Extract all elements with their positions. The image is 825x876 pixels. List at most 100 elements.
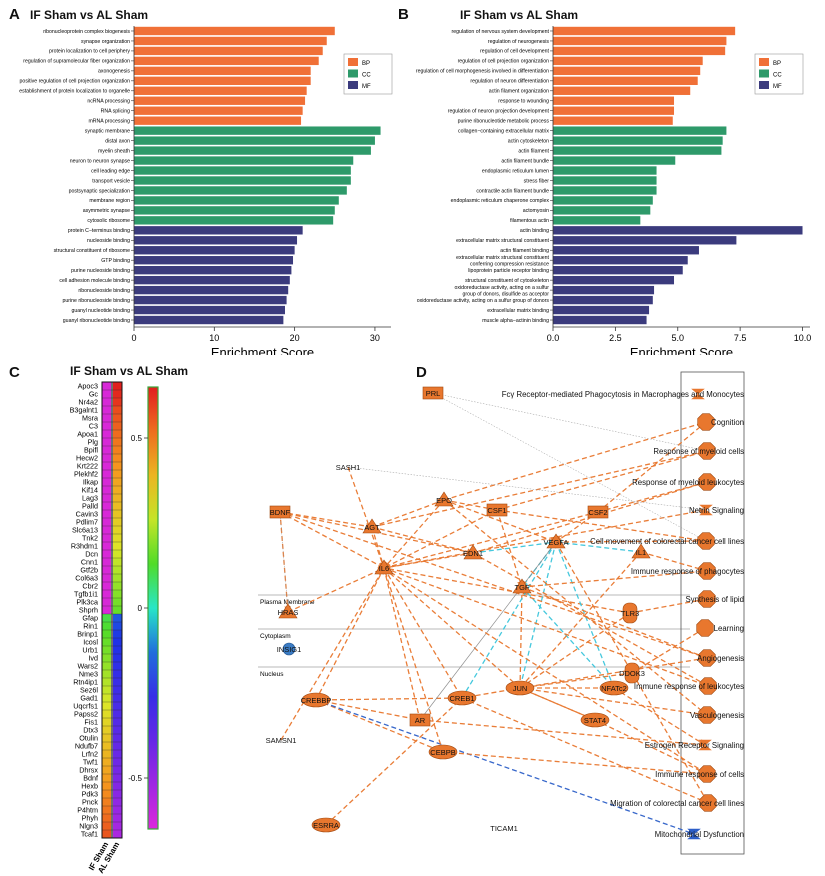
node-shape	[631, 543, 651, 559]
function-shape	[698, 442, 716, 460]
node-label: HRAS	[278, 608, 299, 617]
node-shape	[505, 680, 535, 696]
network-edge	[629, 596, 708, 614]
heatmap-cell	[102, 806, 111, 815]
network-node: STAT4	[580, 712, 610, 728]
network-edge	[472, 552, 709, 687]
bar	[134, 116, 302, 125]
panel-b-letter: B	[398, 6, 409, 23]
network-edge	[432, 392, 708, 452]
network-edge	[347, 466, 386, 569]
function-label: Cognition	[711, 418, 744, 427]
gene-label: Apoa1	[77, 430, 98, 439]
heatmap-cell	[102, 582, 111, 591]
function-label: Angiogenesis	[697, 654, 744, 663]
network-edge	[640, 551, 708, 573]
bar	[553, 86, 691, 95]
x-tick-label: 10	[209, 333, 219, 343]
bar	[134, 156, 354, 165]
node-shape	[587, 505, 609, 519]
node-label: SAMSN1	[266, 736, 297, 745]
bar-label: ribonucleoprotein complex biogenesis	[43, 29, 130, 35]
heatmap-cell	[102, 654, 111, 663]
bar-label: conferring compression resistance	[470, 261, 549, 267]
x-tick-label: 30	[370, 333, 380, 343]
gene-label: Plg	[88, 438, 98, 447]
bar	[553, 96, 675, 105]
gene-label: Uqcrfs1	[73, 702, 98, 711]
heatmap-cell	[113, 750, 122, 759]
bar-label: protein C−terminus binding	[68, 228, 130, 234]
network-edge	[371, 449, 708, 528]
network-edge	[555, 541, 709, 804]
function-label: Vasculogenesis	[690, 711, 744, 720]
bar	[553, 246, 699, 255]
node-shape	[580, 712, 610, 728]
gene-label: R3hdm1	[71, 542, 98, 551]
node-shape	[447, 690, 477, 706]
node-label: TGF	[515, 583, 530, 592]
node-label: STAT4	[584, 716, 606, 725]
node-shape	[362, 518, 382, 534]
node-shape	[463, 544, 483, 560]
heatmap-cell	[102, 694, 111, 703]
bar	[134, 146, 371, 155]
bar	[134, 305, 285, 315]
bar-label: group of donors, disulfide as acceptor	[462, 291, 549, 297]
bar	[553, 295, 653, 305]
node-label: NFATc2	[601, 684, 627, 693]
network-node: TGF	[512, 578, 532, 594]
gene-label: C3	[89, 422, 98, 431]
network-edge	[383, 567, 521, 689]
function-shape	[698, 473, 716, 491]
function-shape	[698, 562, 716, 580]
heatmap-cell	[113, 494, 122, 503]
gene-label: Rin1	[83, 622, 98, 631]
network-node: NFATc2	[599, 680, 629, 696]
gene-label: Phyh	[82, 814, 98, 823]
bar-label: protein localization to cell periphery	[49, 49, 130, 55]
heatmap-cell	[102, 758, 111, 767]
heatmap-cell	[113, 406, 122, 415]
function-shape	[696, 619, 714, 637]
network-edge	[383, 507, 707, 569]
x-tick-label: 5.0	[671, 333, 684, 343]
network-edge	[279, 511, 291, 613]
bar	[134, 106, 303, 115]
gene-label: P4htm	[77, 806, 98, 815]
heatmap-cell	[102, 734, 111, 743]
gene-label: Plekhf2	[74, 470, 98, 479]
x-tick-label: 20	[290, 333, 300, 343]
panel-a: A IF Sham vs AL Sham ribonucleoprotein c…	[0, 0, 410, 360]
bar	[553, 265, 683, 275]
node-shape	[422, 386, 444, 400]
heatmap-cell	[102, 534, 111, 543]
network-edge	[383, 565, 631, 614]
heatmap-cell	[102, 798, 111, 807]
colorbar	[147, 386, 159, 830]
node-label: PRL	[426, 389, 441, 398]
network-node: AR	[409, 713, 431, 727]
function-node: Mitochondrial Dysfunction	[655, 828, 744, 840]
network-node: IL6	[374, 559, 394, 575]
bar	[553, 116, 673, 125]
network-edge	[496, 449, 708, 511]
bar-label: asymmetric synapse	[83, 208, 130, 214]
heatmap-cell	[102, 790, 111, 799]
node-shape	[282, 642, 296, 656]
heatmap-cell	[102, 486, 111, 495]
heatmap-cell	[102, 782, 111, 791]
heatmap-cell	[113, 646, 122, 655]
gene-label: Tnk2	[82, 534, 98, 543]
bar-label: muscle alpha−actinin binding	[482, 318, 549, 324]
legend-label: CC	[362, 73, 371, 79]
function-node: Learning	[696, 619, 744, 637]
bar-label: regulation of cell projection organizati…	[458, 59, 550, 65]
heatmap-cell	[113, 790, 122, 799]
bar	[134, 26, 335, 36]
network-edge	[315, 694, 463, 702]
bar-label: ncRNA processing	[87, 99, 130, 105]
bar	[134, 265, 292, 275]
legend-label: BP	[773, 61, 781, 67]
heatmap-cell	[102, 614, 111, 623]
